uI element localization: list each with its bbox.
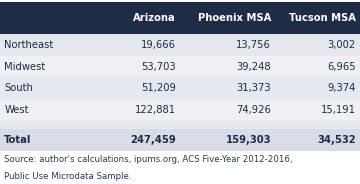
Text: Source: author's calculations, ipums.org, ACS Five-Year 2012-2016,: Source: author's calculations, ipums.org… [4,155,293,164]
Bar [275,2,360,34]
Text: 13,756: 13,756 [236,40,271,50]
Text: 74,926: 74,926 [236,105,271,115]
Bar [275,129,360,151]
Bar [180,2,275,34]
Text: 9,374: 9,374 [327,83,356,93]
Text: 6,965: 6,965 [327,62,356,72]
Text: 39,248: 39,248 [237,62,271,72]
Text: West: West [4,105,29,115]
Text: 34,532: 34,532 [317,135,356,145]
Text: Tucson MSA: Tucson MSA [289,13,356,23]
Bar [180,129,275,151]
Text: South: South [4,83,33,93]
Bar [275,99,360,121]
Bar [0,34,95,56]
Bar [0,121,95,129]
Text: 31,373: 31,373 [237,83,271,93]
Bar [180,34,275,56]
Text: Midwest: Midwest [4,62,46,72]
Text: 19,666: 19,666 [141,40,176,50]
Bar [95,34,180,56]
Text: Public Use Microdata Sample.: Public Use Microdata Sample. [4,172,132,181]
Bar [180,77,275,99]
Bar [95,56,180,77]
Bar [0,56,95,77]
Text: 15,191: 15,191 [321,105,356,115]
Text: Northeast: Northeast [4,40,54,50]
Text: 159,303: 159,303 [226,135,271,145]
Bar [0,77,95,99]
Text: 51,209: 51,209 [141,83,176,93]
Bar [95,99,180,121]
Text: Phoenix MSA: Phoenix MSA [198,13,271,23]
Bar [0,99,95,121]
Bar [275,77,360,99]
Bar [0,129,95,151]
Bar [180,56,275,77]
Bar [275,34,360,56]
Bar [180,99,275,121]
Text: Arizona: Arizona [133,13,176,23]
Bar [95,77,180,99]
Bar [95,121,180,129]
Bar [0,2,95,34]
Text: 3,002: 3,002 [328,40,356,50]
Bar [95,129,180,151]
Text: 53,703: 53,703 [141,62,176,72]
Text: Total: Total [4,135,32,145]
Bar [275,121,360,129]
Bar [275,56,360,77]
Bar [180,121,275,129]
Text: 122,881: 122,881 [135,105,176,115]
Bar [95,2,180,34]
Text: 247,459: 247,459 [130,135,176,145]
